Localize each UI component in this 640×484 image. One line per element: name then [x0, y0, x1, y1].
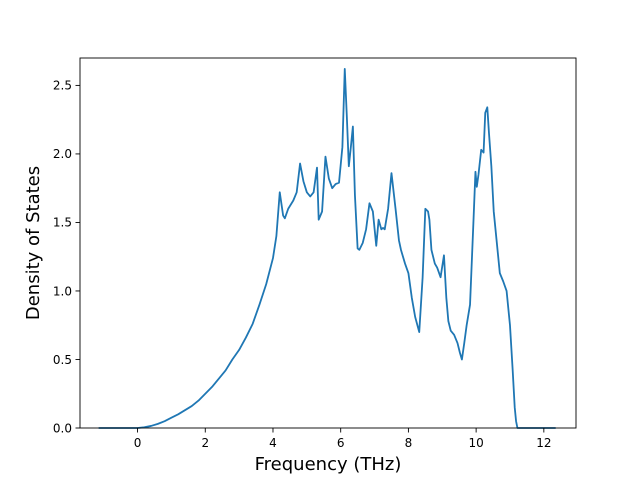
- dos-series-line: [98, 68, 556, 429]
- x-tick-label: 4: [269, 436, 277, 450]
- y-tick-label: 1.5: [53, 216, 72, 230]
- x-tick-label: 12: [536, 436, 551, 450]
- y-tick-label: 2.5: [53, 79, 72, 93]
- y-tick-label: 1.0: [53, 284, 72, 298]
- x-tick-label: 6: [337, 436, 345, 450]
- y-axis-label: Density of States: [23, 166, 44, 320]
- y-tick-label: 0.5: [53, 353, 72, 367]
- x-axis-label: Frequency (THz): [255, 454, 402, 475]
- x-axis-ticks: 0 2 4 6 8 10 12: [134, 428, 551, 450]
- y-axis-ticks: 0.0 0.5 1.0 1.5 2.0 2.5: [53, 79, 80, 435]
- x-tick-label: 10: [468, 436, 483, 450]
- x-tick-label: 8: [405, 436, 413, 450]
- y-tick-label: 2.0: [53, 147, 72, 161]
- x-tick-label: 2: [201, 436, 209, 450]
- plot-area: [98, 68, 556, 429]
- y-tick-label: 0.0: [53, 421, 72, 435]
- x-tick-label: 0: [134, 436, 142, 450]
- axes-frame: [79, 57, 577, 429]
